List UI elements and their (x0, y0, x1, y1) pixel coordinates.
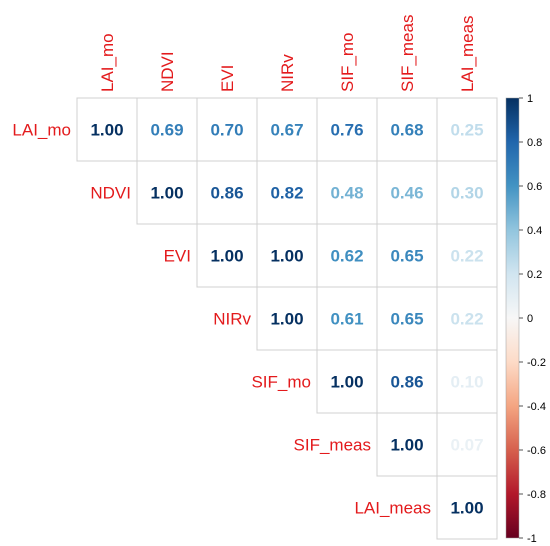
matrix-value: 1.00 (150, 184, 183, 203)
matrix-value: 0.70 (210, 121, 243, 140)
colorbar (505, 97, 520, 539)
colorbar-tick-label: -0.6 (527, 445, 546, 457)
matrix-value: 0.48 (330, 184, 363, 203)
matrix-cell (436, 412, 498, 477)
matrix-value: 0.22 (450, 247, 483, 266)
matrix-value: 0.82 (270, 184, 303, 203)
colorbar-tick-label: -1 (527, 533, 537, 545)
matrix-value: 0.86 (390, 373, 423, 392)
matrix-cell (136, 97, 198, 162)
row-label-lai-meas: LAI_meas (354, 499, 431, 518)
row-label-sif-meas: SIF_meas (294, 436, 371, 455)
matrix-cell (256, 160, 318, 225)
matrix-value: 1.00 (270, 310, 303, 329)
matrix-value: 0.61 (330, 310, 363, 329)
matrix-cell (196, 97, 258, 162)
matrix-cell (76, 97, 138, 162)
column-label-nirv: NIRv (278, 54, 297, 92)
colorbar-tick-label: 0.8 (527, 137, 542, 149)
matrix-cells (76, 97, 498, 540)
colorbar-tick-label: 0.4 (527, 225, 542, 237)
matrix-cell (316, 223, 378, 288)
matrix-value: 1.00 (90, 121, 123, 140)
matrix-value: 0.62 (330, 247, 363, 266)
matrix-value: 0.25 (450, 121, 483, 140)
matrix-value: 0.65 (390, 247, 423, 266)
row-label-ndvi: NDVI (90, 184, 131, 203)
matrix-value: 1.00 (330, 373, 363, 392)
matrix-value: 1.00 (270, 247, 303, 266)
matrix-cell (316, 286, 378, 351)
matrix-value: 0.86 (210, 184, 243, 203)
matrix-cell (316, 349, 378, 414)
matrix-cell (196, 223, 258, 288)
colorbar-tick-label: -0.8 (527, 489, 546, 501)
matrix-cell (376, 160, 438, 225)
column-label-sif-meas: SIF_meas (398, 15, 417, 92)
matrix-value: 0.68 (390, 121, 423, 140)
row-label-nirv: NIRv (213, 310, 251, 329)
matrix-value: 0.07 (450, 436, 483, 455)
matrix-value: 0.65 (390, 310, 423, 329)
matrix-value: 0.76 (330, 121, 363, 140)
matrix-cell (436, 475, 498, 540)
colorbar-ticks: 1 0.8 0.6 0.4 0.2 0 -0.2 -0.4 -0.6 -0.8 -1 (519, 93, 546, 545)
row-labels: LAI_mo NDVI EVI NIRv SIF_mo SIF_meas LAI_meas (12, 121, 431, 518)
colorbar-tick-label: 1 (527, 93, 533, 105)
colorbar-tick-label: -0.4 (527, 401, 546, 413)
column-label-lai-meas: LAI_meas (458, 15, 477, 92)
column-labels: LAI_mo NDVI EVI NIRv SIF_mo SIF_meas LAI_meas (98, 15, 477, 92)
column-label-lai-mo: LAI_mo (98, 33, 117, 92)
matrix-value: 0.30 (450, 184, 483, 203)
matrix-cell (436, 286, 498, 351)
matrix-cell (436, 349, 498, 414)
matrix-cell (436, 223, 498, 288)
matrix-value: 1.00 (450, 499, 483, 518)
matrix-cell (136, 160, 198, 225)
matrix-value: 1.00 (390, 436, 423, 455)
row-label-sif-mo: SIF_mo (251, 373, 311, 392)
row-label-evi: EVI (164, 247, 191, 266)
colorbar-tick-label: 0 (527, 313, 533, 325)
row-label-lai-mo: LAI_mo (12, 121, 71, 140)
matrix-value: 0.46 (390, 184, 423, 203)
column-label-evi: EVI (218, 65, 237, 92)
matrix-cell (376, 286, 438, 351)
matrix-value: 0.10 (450, 373, 483, 392)
matrix-cell (256, 286, 318, 351)
matrix-cell (376, 223, 438, 288)
matrix-values: 1.00 0.69 0.70 0.67 0.76 0.68 0.25 1.00 0.86 0.82… (90, 121, 483, 518)
matrix-cell (376, 97, 438, 162)
colorbar-tick-label: 0.2 (527, 269, 542, 281)
colorbar-tick-label: 0.6 (527, 181, 542, 193)
matrix-value: 0.69 (150, 121, 183, 140)
column-label-sif-mo: SIF_mo (338, 32, 357, 92)
colorbar-tick-label: -0.2 (527, 357, 546, 369)
matrix-value: 0.22 (450, 310, 483, 329)
matrix-value: 1.00 (210, 247, 243, 266)
matrix-value: 0.67 (270, 121, 303, 140)
column-label-ndvi: NDVI (158, 51, 177, 92)
colorbar-gradient (505, 97, 520, 539)
